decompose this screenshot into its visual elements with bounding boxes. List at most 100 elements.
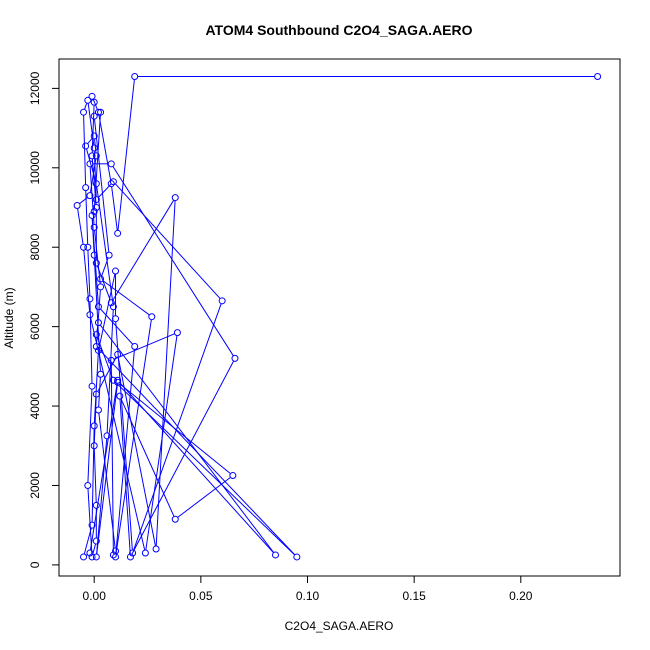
- series-segment: [110, 363, 114, 552]
- data-point: [94, 108, 102, 116]
- data-point: [173, 329, 181, 337]
- y-tick-label: 10000: [28, 151, 42, 185]
- series-segment: [114, 333, 175, 360]
- series-segment: [98, 115, 112, 181]
- series-segment: [94, 119, 110, 253]
- x-tick-label: 0.05: [189, 589, 213, 603]
- y-tick-label: 8000: [28, 234, 42, 261]
- series-segment: [91, 429, 95, 522]
- data-point: [92, 180, 100, 188]
- data-point: [152, 545, 160, 553]
- series-segment: [119, 399, 131, 554]
- series-segment: [117, 357, 156, 546]
- data-point: [97, 275, 105, 283]
- x-tick-label: 0.15: [402, 589, 426, 603]
- y-tick-label: 6000: [28, 313, 42, 340]
- series-segment: [117, 79, 135, 231]
- x-tick-label: 0.00: [83, 589, 107, 603]
- series-segment: [115, 382, 295, 556]
- x-axis-label: C2O4_SAGA.AERO: [285, 619, 394, 633]
- series-segment: [85, 190, 89, 245]
- data-point: [114, 378, 122, 386]
- data-point: [80, 553, 88, 561]
- data-point: [109, 303, 117, 311]
- data-point: [86, 295, 94, 303]
- series-segment: [87, 389, 93, 483]
- series-segment: [79, 197, 88, 204]
- series-segment: [87, 250, 91, 296]
- data-point: [114, 376, 122, 384]
- series-segment: [115, 321, 133, 550]
- y-axis: 0 2000 4000 6000 8000 10000 12000: [28, 71, 60, 568]
- data-point: [86, 160, 94, 168]
- data-point: [73, 202, 81, 210]
- data-point: [88, 521, 96, 529]
- series-segment: [131, 360, 234, 555]
- chart-title: ATOM4 Southbound C2O4_SAGA.AERO: [205, 22, 472, 38]
- x-tick-label: 0.10: [296, 589, 320, 603]
- data-point: [92, 196, 100, 204]
- data-point: [90, 223, 98, 231]
- data-point: [114, 229, 122, 237]
- data-point: [80, 108, 88, 116]
- data-point: [92, 553, 100, 561]
- series-segment: [87, 138, 93, 144]
- data-point: [92, 537, 100, 545]
- series-segment: [83, 528, 92, 554]
- data-point: [88, 92, 96, 100]
- series-segment: [145, 335, 178, 550]
- data-point: [92, 204, 100, 212]
- series-segment: [98, 377, 101, 407]
- data-point: [171, 515, 179, 523]
- data-point: [88, 152, 96, 160]
- data-point: [90, 207, 98, 215]
- y-axis-label: Altitude (m): [2, 287, 16, 348]
- data-point: [94, 319, 102, 327]
- data-point: [112, 315, 120, 323]
- series-segment: [96, 265, 111, 300]
- series-segment: [119, 383, 231, 474]
- series-segment: [112, 166, 234, 356]
- data-point: [92, 501, 100, 509]
- series-segment: [83, 115, 87, 185]
- series-segment: [115, 349, 135, 554]
- data-point: [107, 180, 115, 188]
- series-segment: [86, 148, 96, 181]
- data-point: [105, 251, 113, 259]
- data-point: [107, 160, 115, 168]
- data-point: [92, 331, 100, 339]
- data-point: [90, 98, 98, 106]
- series-segment: [91, 218, 99, 304]
- data-point: [90, 132, 98, 140]
- data-point: [84, 96, 92, 104]
- data-point: [103, 432, 111, 440]
- series-segment: [96, 290, 101, 344]
- data-point: [88, 382, 96, 390]
- series-segment: [98, 413, 116, 548]
- data-point: [141, 549, 149, 557]
- data-point: [92, 390, 100, 398]
- data-point: [109, 551, 117, 559]
- data-point: [88, 553, 96, 561]
- series-segment: [98, 274, 116, 348]
- series-segment: [89, 158, 97, 193]
- series-segment: [102, 280, 150, 316]
- series-segment: [84, 103, 88, 110]
- series-segment: [115, 183, 221, 299]
- data-point: [231, 354, 239, 362]
- data-point: [109, 178, 117, 186]
- data-point: [594, 72, 602, 80]
- data-point: [148, 313, 156, 321]
- series-segment: [100, 308, 133, 345]
- data-point: [272, 551, 280, 559]
- data-point: [107, 299, 115, 307]
- x-tick-label: 0.20: [509, 589, 533, 603]
- data-point: [90, 251, 98, 259]
- data-point: [94, 346, 102, 354]
- data-point: [129, 549, 137, 557]
- series-segment: [93, 353, 99, 423]
- series-segment: [112, 200, 175, 301]
- x-axis: 0.00 0.05 0.10 0.15 0.20: [83, 575, 533, 603]
- series-segment: [92, 99, 98, 110]
- data-point: [97, 370, 105, 378]
